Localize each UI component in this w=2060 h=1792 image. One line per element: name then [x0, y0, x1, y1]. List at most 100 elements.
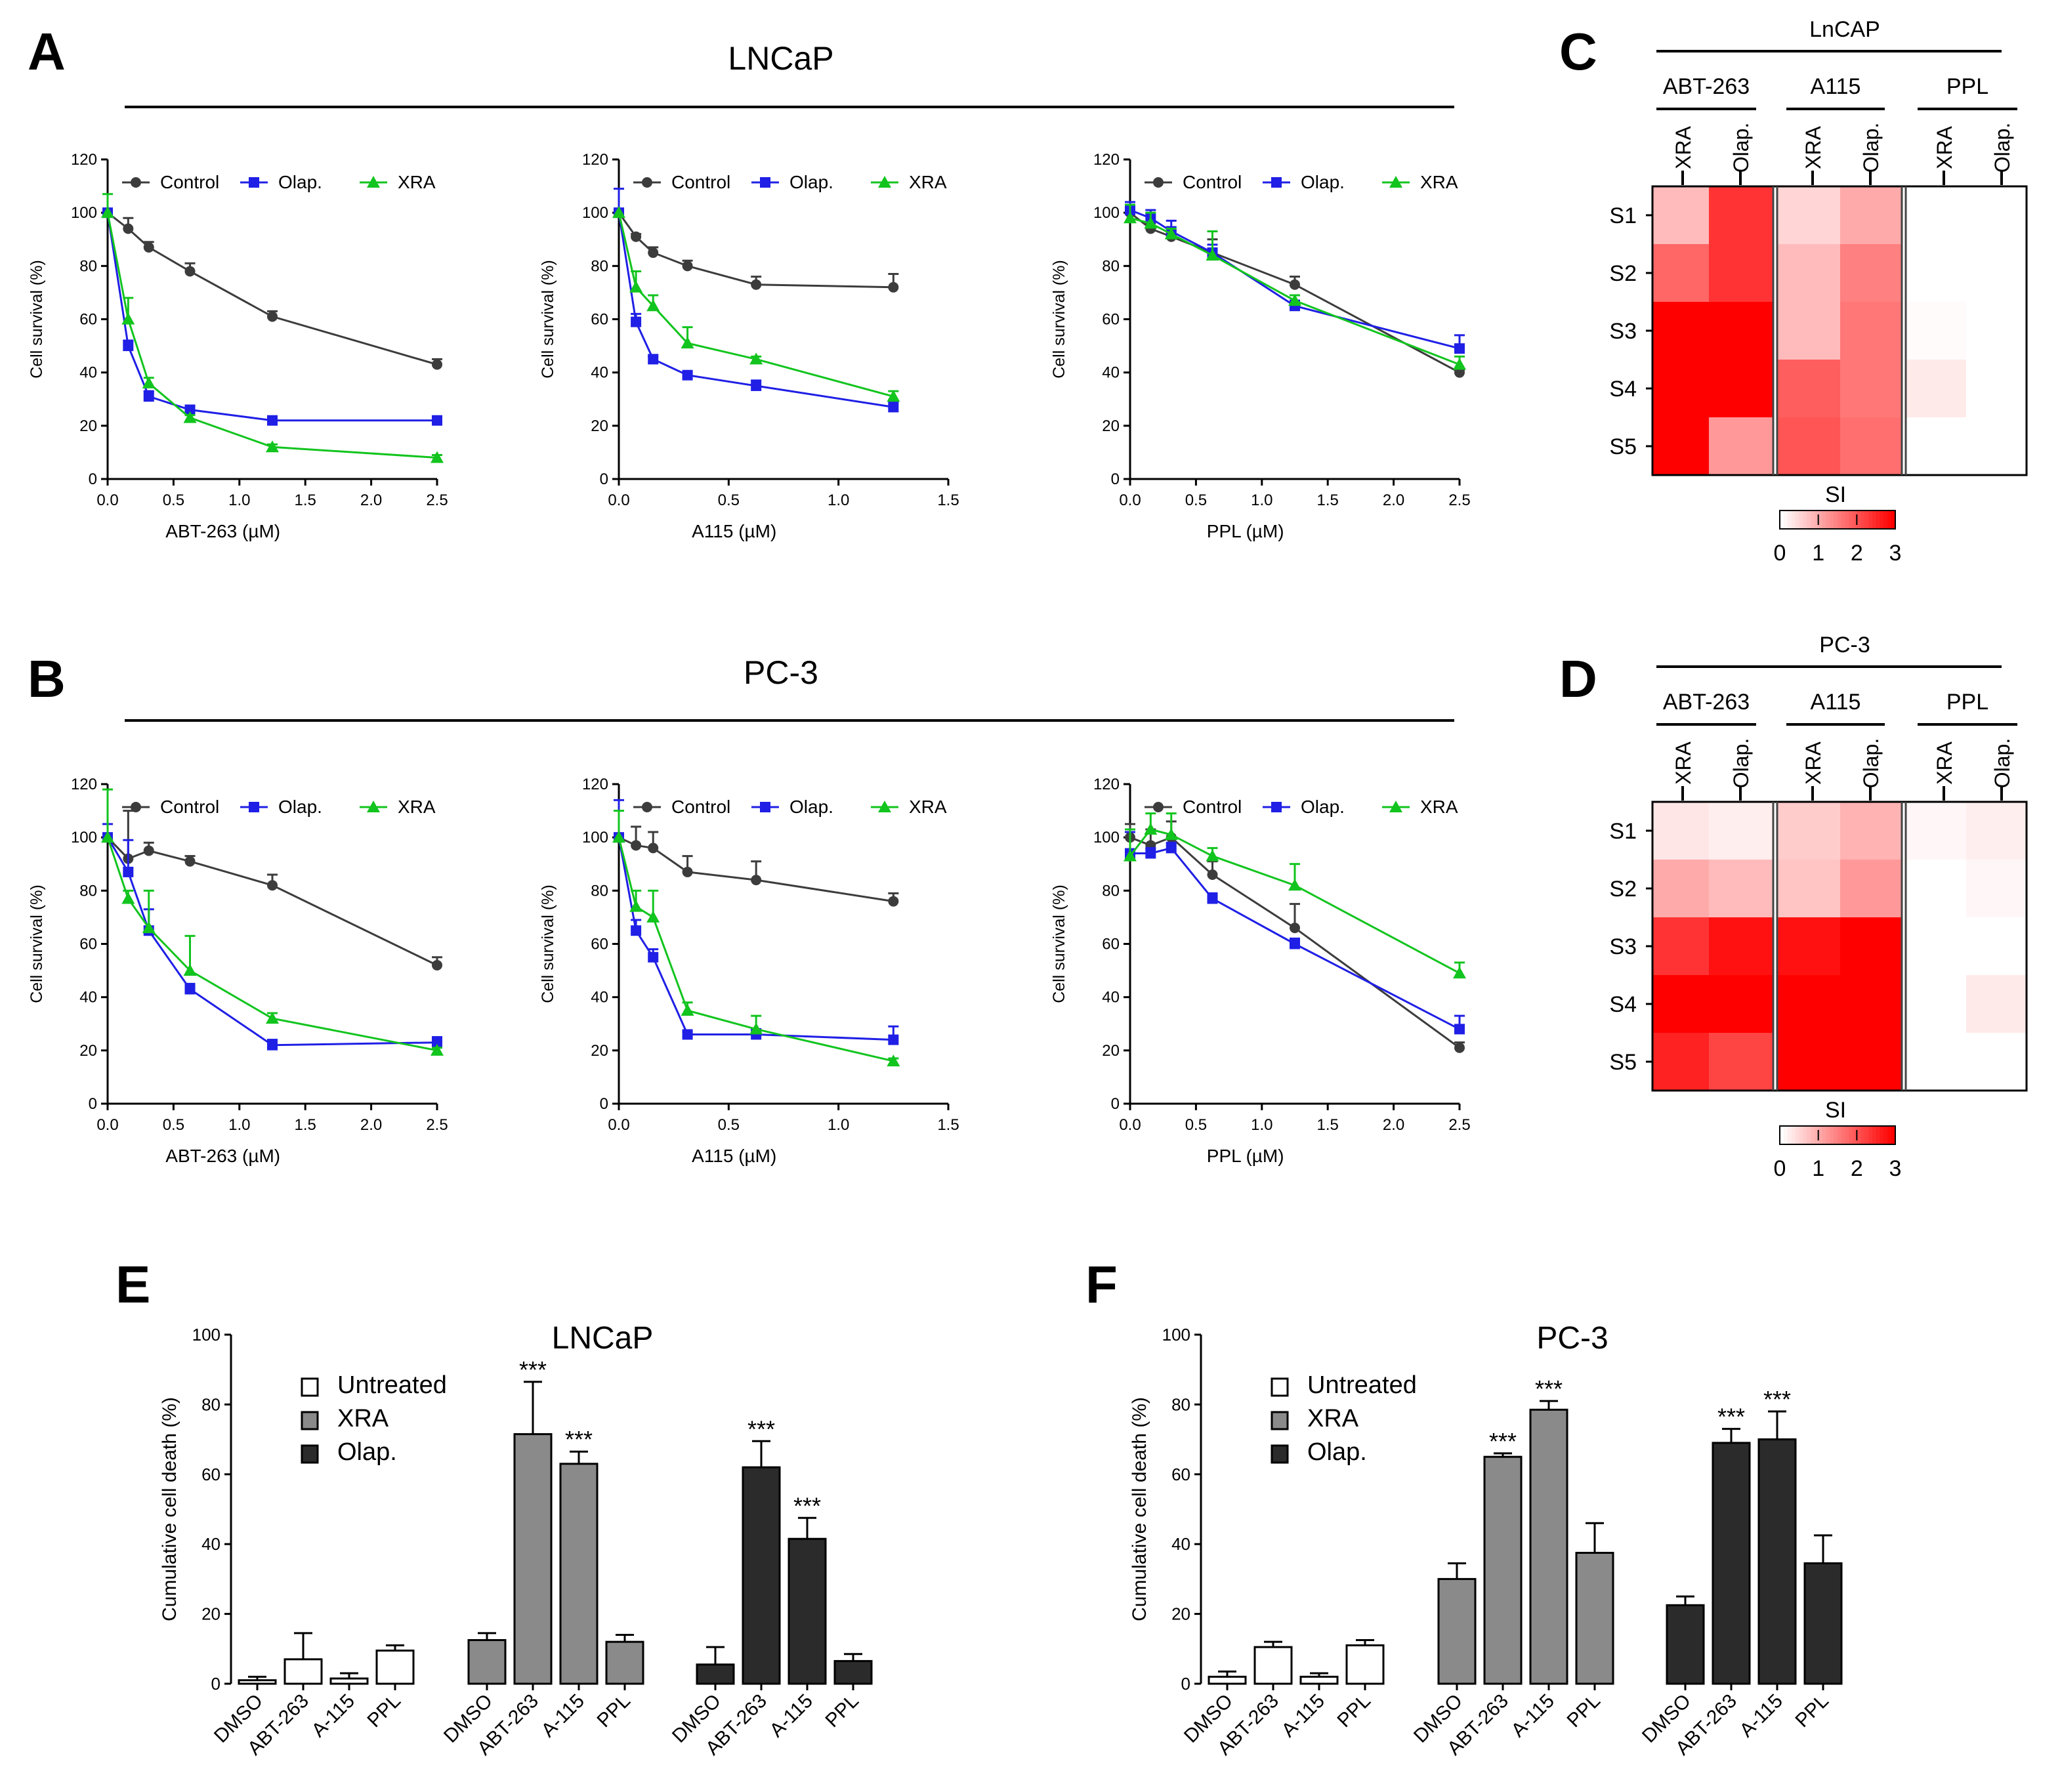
scale-swatch: [1872, 511, 1877, 529]
data-point: [432, 359, 442, 370]
legend-marker: [1271, 177, 1282, 188]
legend-swatch: [1271, 1377, 1289, 1397]
bar: [1345, 1644, 1385, 1685]
data-point: [1454, 343, 1465, 354]
bar: [284, 1658, 323, 1685]
data-point: [123, 341, 134, 352]
heatmap-cell: [1777, 860, 1840, 917]
heatmap-cell: [1966, 417, 2027, 475]
heatmap-cell: [1709, 860, 1773, 917]
data-point: [432, 1037, 442, 1048]
heatmap-cell: [1652, 802, 1709, 860]
row-label: S5: [1609, 1050, 1637, 1075]
series-line-xra: [618, 837, 894, 1062]
legend-label: Untreated: [337, 1371, 447, 1399]
y-tick-label: 100: [582, 204, 608, 222]
heatmap-cell: [1966, 1033, 2027, 1091]
y-tick-label: 20: [79, 1042, 97, 1060]
scale-swatch: [1864, 511, 1869, 529]
data-point: [1290, 938, 1300, 949]
heatmap-cell: [1906, 417, 1966, 475]
data-point: [1290, 923, 1300, 934]
data-point: [184, 266, 196, 277]
data-point: [648, 843, 659, 854]
y-tick-label: 20: [1102, 1042, 1120, 1060]
scale-swatch: [1830, 511, 1835, 529]
group-title-lncap: LNCaP: [728, 40, 833, 77]
x-tick-label: PPL: [822, 1690, 863, 1732]
panel-letter-c: C: [1559, 22, 1597, 81]
column-label: Olap.: [1990, 123, 2014, 173]
heatmap-cell: [1652, 244, 1709, 302]
data-point: [681, 1003, 694, 1016]
scale-swatch: [1849, 1126, 1854, 1144]
scale-swatch: [1883, 511, 1889, 529]
data-point: [888, 896, 899, 907]
x-tick-label: 1.5: [295, 491, 316, 509]
bar: [833, 1659, 873, 1685]
heatmap-cell: [1652, 302, 1709, 360]
x-tick-label: 0.5: [718, 491, 740, 509]
scale-swatch: [1868, 1126, 1873, 1144]
bar: [1757, 1438, 1797, 1685]
scale-swatch: [1830, 1126, 1835, 1144]
data-point: [629, 280, 643, 293]
data-point: [1288, 879, 1301, 891]
scale-swatch: [1814, 1126, 1819, 1144]
heatmap-cell: [1840, 860, 1902, 917]
scale-swatch: [1887, 511, 1893, 529]
heatmap-cell: [1840, 975, 1902, 1033]
heatmap-cell: [1652, 1033, 1709, 1091]
heatmap-cell: [1709, 1033, 1773, 1091]
legend-label: Olap.: [278, 797, 322, 817]
data-point: [681, 337, 694, 349]
scale-swatch: [1880, 1126, 1885, 1144]
row-label: S2: [1609, 261, 1637, 286]
legend-label: Olap.: [1307, 1438, 1367, 1466]
x-tick-label: PPL: [1334, 1690, 1375, 1732]
y-tick-label: 80: [201, 1394, 221, 1414]
heatmap-cell: [1966, 917, 2027, 975]
scale-swatch: [1822, 511, 1827, 529]
row-label: S1: [1609, 819, 1637, 844]
y-tick-label: 0: [89, 470, 97, 488]
drug-header: A115: [1811, 690, 1861, 715]
legend-label: XRA: [337, 1405, 389, 1432]
data-point: [646, 299, 660, 312]
legend-marker: [760, 177, 770, 188]
y-axis-label: Cell survival (%): [539, 260, 557, 379]
y-tick-label: 100: [582, 829, 608, 846]
heatmap-cell: [1777, 186, 1840, 244]
scale-swatch: [1841, 1126, 1846, 1144]
legend-swatch: [301, 1444, 319, 1464]
legend-marker: [249, 177, 259, 188]
heatmap-cell: [1906, 360, 1966, 417]
heatmap-cell: [1652, 860, 1709, 917]
data-point: [267, 880, 278, 891]
x-tick-label: 0.5: [1185, 1116, 1207, 1134]
scale-tick-label: 3: [1889, 1156, 1902, 1181]
legend-marker: [760, 802, 770, 812]
data-point: [266, 1012, 279, 1024]
column-label: Olap.: [1729, 123, 1753, 173]
x-axis-label: A115 (µM): [692, 1146, 776, 1166]
heatmap-cell: [1709, 186, 1773, 244]
scale-swatch: [1807, 1126, 1811, 1144]
significance-label: ***: [793, 1492, 821, 1519]
legend-label: Olap.: [278, 172, 322, 192]
bar: [1575, 1552, 1614, 1685]
heatmap-cell: [1966, 186, 2027, 244]
legend-swatch: [301, 1377, 319, 1397]
scale-swatch: [1891, 511, 1896, 529]
x-axis-label: ABT-263 (µM): [165, 1146, 280, 1166]
scale-label: SI: [1825, 482, 1846, 507]
legend-label: Control: [1183, 172, 1242, 192]
data-point: [101, 206, 114, 219]
data-point: [1144, 217, 1158, 229]
x-tick-label: 1.0: [1251, 1116, 1272, 1134]
survival-plot-B-1: 0 20 40 60 80 100 120 0.0 0.5 1.0 1.5 A115 (µM) Cell…: [539, 776, 959, 1166]
heatmap-title: LnCAP: [1809, 17, 1880, 42]
scale-swatch: [1845, 511, 1850, 529]
scale-swatch: [1868, 511, 1873, 529]
heatmap-cell: [1840, 802, 1902, 860]
